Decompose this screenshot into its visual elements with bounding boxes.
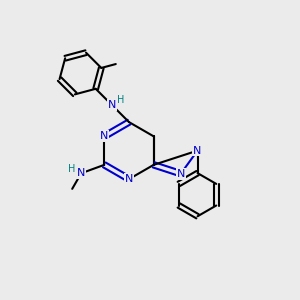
Text: N: N bbox=[194, 146, 202, 156]
Text: N: N bbox=[125, 174, 133, 184]
Text: N: N bbox=[107, 100, 116, 110]
Text: H: H bbox=[68, 164, 75, 174]
Text: N: N bbox=[177, 169, 185, 179]
Text: N: N bbox=[77, 168, 86, 178]
Text: H: H bbox=[117, 95, 124, 105]
Text: N: N bbox=[100, 131, 109, 141]
